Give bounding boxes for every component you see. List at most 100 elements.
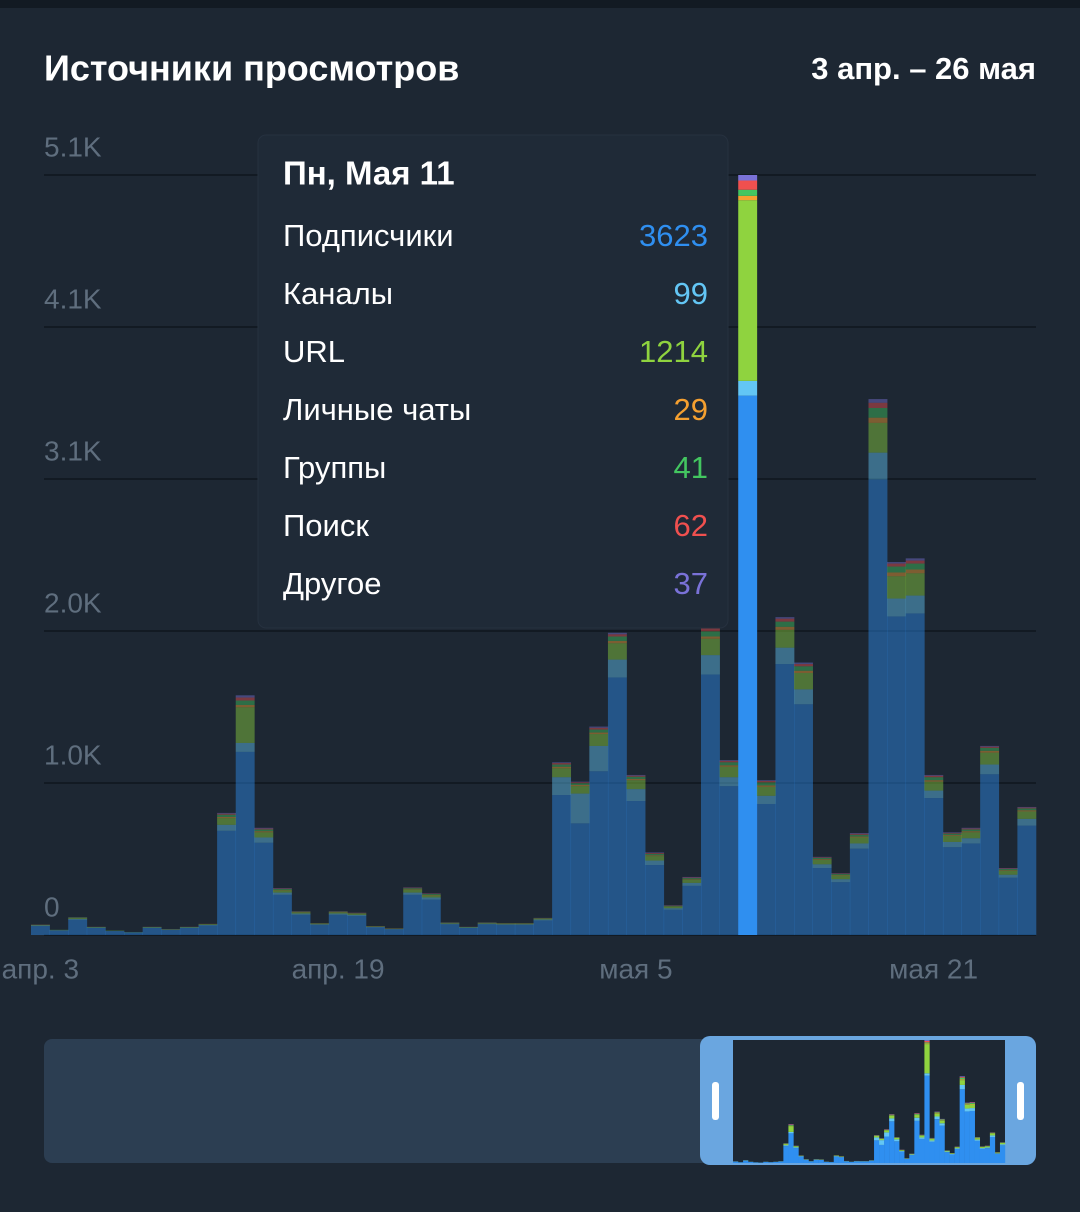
- bar-segment: [589, 726, 609, 728]
- mini-bar-segment: [783, 1145, 789, 1147]
- bar-segment: [68, 918, 88, 920]
- mini-bar-segment: [879, 1144, 885, 1163]
- bar-segment: [589, 734, 609, 746]
- tooltip-value: 3623: [639, 218, 708, 253]
- bar-segment: [756, 786, 776, 796]
- bar-segment: [998, 874, 1018, 878]
- mini-bar-segment: [929, 1140, 935, 1142]
- top-strip: [0, 0, 1080, 8]
- bar-segment: [961, 843, 981, 935]
- bar-segment: [775, 647, 795, 665]
- bar-segment: [980, 764, 1000, 775]
- bar-segment: [868, 407, 888, 418]
- legend-label: URL: [283, 334, 345, 369]
- bar-segment: [403, 888, 423, 890]
- mini-bar-segment: [793, 1148, 799, 1163]
- mini-bar-segment: [783, 1146, 789, 1163]
- mini-bars: [733, 1040, 1006, 1163]
- bar-segment: [272, 894, 292, 935]
- bar-segment: [403, 889, 423, 893]
- bar-segment: [217, 816, 237, 819]
- bar-segment: [905, 563, 925, 570]
- bar-segment: [719, 765, 739, 767]
- mini-bar-segment: [894, 1137, 900, 1140]
- bar-segment: [961, 831, 981, 833]
- y-tick-label: 1.0K: [44, 739, 102, 770]
- x-tick-label: апр. 19: [292, 953, 385, 984]
- bar-segment: [868, 399, 888, 403]
- mini-bar-segment: [979, 1148, 986, 1163]
- bar-segment: [961, 829, 981, 832]
- bar-segment: [812, 859, 832, 865]
- bar-segment: [645, 856, 665, 861]
- mini-bar-segment: [974, 1139, 981, 1141]
- mini-bar-segment: [964, 1103, 970, 1105]
- mini-bar-segment: [914, 1115, 920, 1118]
- bar-segment: [403, 887, 423, 889]
- bar-segment: [607, 636, 627, 641]
- bar-segment: [961, 828, 981, 830]
- mini-bar-segment: [879, 1140, 885, 1145]
- mini-bar-segment: [818, 1159, 824, 1163]
- bar-segment: [86, 928, 106, 935]
- bar-segment: [514, 924, 534, 925]
- bar-segment: [254, 837, 274, 843]
- x-tick-label: апр. 3: [2, 953, 79, 984]
- mini-bar-segment: [874, 1137, 880, 1141]
- bar-segment: [887, 563, 907, 567]
- bar-segment: [663, 905, 683, 907]
- tooltip-value: 37: [674, 566, 708, 601]
- mini-bar-segment: [924, 1040, 930, 1041]
- tooltip-value: 1214: [639, 334, 708, 369]
- legend-label: Подписчики: [283, 218, 454, 253]
- mini-bar-segment: [924, 1043, 930, 1045]
- bar-segment: [235, 697, 255, 701]
- bar-segment: [794, 664, 813, 667]
- mini-bar-segment: [924, 1075, 930, 1163]
- mini-bar-segment: [803, 1159, 809, 1163]
- bar-segment: [775, 626, 795, 630]
- bar-segment: [998, 877, 1018, 935]
- bar-segment: [794, 670, 813, 673]
- mini-bar-segment: [788, 1133, 794, 1163]
- bar-segment: [645, 860, 665, 866]
- tooltip-value: 41: [674, 450, 708, 485]
- bar-segment: [682, 879, 702, 883]
- bar-segment: [701, 655, 720, 675]
- bar-segment: [701, 638, 720, 656]
- mini-bar-segment: [788, 1131, 794, 1134]
- mini-bar-segment: [889, 1114, 895, 1116]
- navigator-track: [44, 1039, 744, 1163]
- mini-bar-segment: [914, 1120, 920, 1163]
- bar-segment: [626, 778, 646, 781]
- tooltip-title: Пн, Мая 11: [283, 155, 455, 192]
- navigator-handle-left[interactable]: [712, 1082, 719, 1120]
- bar-segment: [589, 727, 609, 730]
- bar-segment: [403, 894, 423, 935]
- mini-bar-segment: [964, 1111, 970, 1163]
- mini-bar-segment: [989, 1136, 996, 1163]
- bar-segment: [626, 780, 646, 790]
- bar-segment: [645, 865, 665, 935]
- mini-bar-segment: [969, 1110, 975, 1163]
- bar-segment: [607, 643, 627, 660]
- y-tick-label: 4.1K: [44, 283, 102, 314]
- mini-bar-segment: [853, 1161, 860, 1163]
- bar-segment: [719, 777, 739, 787]
- mini-bar-segment: [944, 1151, 950, 1153]
- bar-segment: [142, 928, 162, 935]
- bar-segment: [645, 852, 665, 854]
- bar-segment: [812, 857, 832, 860]
- bar-segment: [347, 914, 367, 916]
- bar-segment: [235, 707, 255, 743]
- navigator[interactable]: [44, 1036, 1036, 1165]
- bar-segment: [980, 750, 1000, 753]
- bar-segment: [775, 629, 795, 648]
- navigator-handle-right[interactable]: [1017, 1082, 1024, 1120]
- bar-segment: [217, 812, 237, 814]
- bar-segment: [440, 924, 460, 935]
- mini-bar-segment: [969, 1102, 975, 1104]
- bar-segment: [701, 674, 720, 935]
- mini-bar-segment: [884, 1130, 890, 1133]
- mini-bar-segment: [748, 1161, 754, 1163]
